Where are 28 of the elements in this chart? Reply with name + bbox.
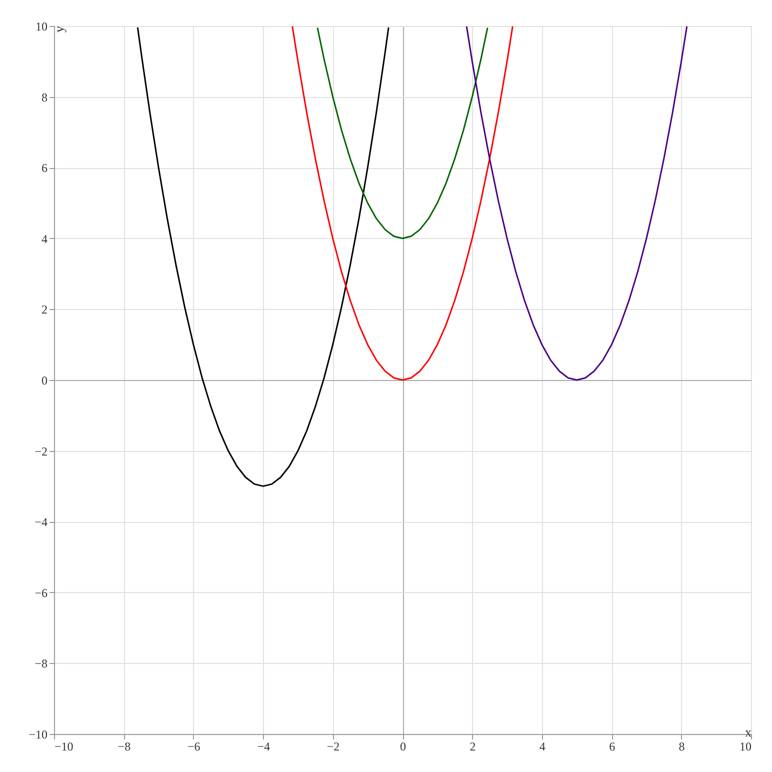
- line-series: [292, 26, 514, 381]
- x-tick-label: −4: [257, 740, 270, 754]
- y-tick-label: 10: [36, 20, 48, 34]
- x-tick-label: −10: [54, 740, 74, 754]
- x-tick-label: −8: [118, 740, 131, 754]
- x-tick-label: −2: [326, 740, 340, 754]
- y-tick-label: −10: [28, 728, 48, 742]
- y-tick-label: −8: [34, 656, 48, 671]
- line-series: [466, 26, 688, 381]
- y-tick-label: 6: [42, 161, 48, 176]
- y-tick-label: 0: [42, 374, 48, 388]
- y-tick-label: −2: [34, 444, 48, 458]
- y-tick-label: 8: [42, 90, 48, 104]
- x-tick-label: −6: [188, 740, 200, 754]
- y-tick-label: 2: [42, 302, 48, 317]
- x-tick-label: 2: [470, 740, 476, 754]
- x-tick-label: 8: [678, 740, 685, 754]
- y-tick-label: 4: [42, 232, 48, 246]
- line-series: [316, 27, 488, 240]
- x-tick-label: 10: [740, 740, 752, 754]
- x-tick-label: 4: [539, 740, 546, 754]
- y-tick-label: −4: [34, 515, 48, 530]
- y-axis-title: y: [52, 26, 66, 32]
- line-series: [136, 26, 390, 487]
- x-axis-title: x: [745, 724, 752, 740]
- y-tick-label: −6: [34, 586, 48, 600]
- x-tick-label: 6: [609, 740, 616, 754]
- x-tick-label: 0: [400, 740, 406, 754]
